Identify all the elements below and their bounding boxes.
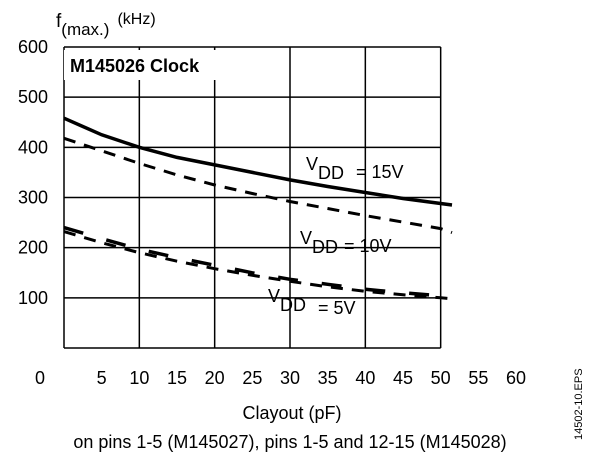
y-tick-label: 400 — [18, 137, 48, 157]
x-tick-label: 40 — [355, 368, 375, 388]
x-tick-label: 35 — [318, 368, 338, 388]
y-axis-label-unit: (kHz) — [117, 11, 155, 28]
x-axis-note: on pins 1-5 (M145027), pins 1-5 and 12-1… — [73, 432, 506, 452]
x-tick-label: 20 — [205, 368, 225, 388]
y-tick-label: 200 — [18, 238, 48, 258]
grid — [63, 46, 442, 349]
x-tick-label: 60 — [506, 368, 526, 388]
x-tick-label: 55 — [468, 368, 488, 388]
x-tick-label: 30 — [280, 368, 300, 388]
series-label-10v: VDD = 10V — [300, 228, 392, 257]
chart-title: M145026 Clock — [70, 56, 200, 76]
side-label: 14502-10.EPS — [573, 368, 585, 440]
series-label-15v: VDD = 15V — [306, 154, 404, 183]
series-0-solid-line — [63, 116, 453, 207]
y-tick-label: 600 — [18, 37, 48, 57]
series-2-dashed-line — [63, 230, 453, 301]
series-label-5v: VDD = 5V — [268, 286, 356, 318]
x-tick-label: 10 — [129, 368, 149, 388]
x-tick-label: 5 — [97, 368, 107, 388]
x-tick-label: 45 — [393, 368, 413, 388]
y-axis-label-sub: (max.) — [61, 20, 109, 39]
curves — [63, 116, 453, 301]
series-0-dashed-line — [63, 136, 453, 235]
x-tick-label: 25 — [242, 368, 262, 388]
x-tick-label: 50 — [431, 368, 451, 388]
x-tick-label: 15 — [167, 368, 187, 388]
tick-labels: 600 500 400 300 200 100 0 5 10 15 20 25 30 35 40 45 50 55… — [18, 37, 526, 388]
title-box — [64, 50, 222, 80]
y-tick-label: 100 — [18, 288, 48, 308]
y-axis-label-main: f — [56, 11, 62, 32]
y-tick-label: 500 — [18, 87, 48, 107]
y-tick-label: 300 — [18, 188, 48, 208]
x-axis-label: Clayout (pF) — [242, 403, 341, 423]
y-axis-label: f(max.) (kHz) — [56, 11, 156, 39]
x-tick-label: 0 — [35, 368, 45, 388]
series-2-solid-line — [63, 225, 453, 300]
